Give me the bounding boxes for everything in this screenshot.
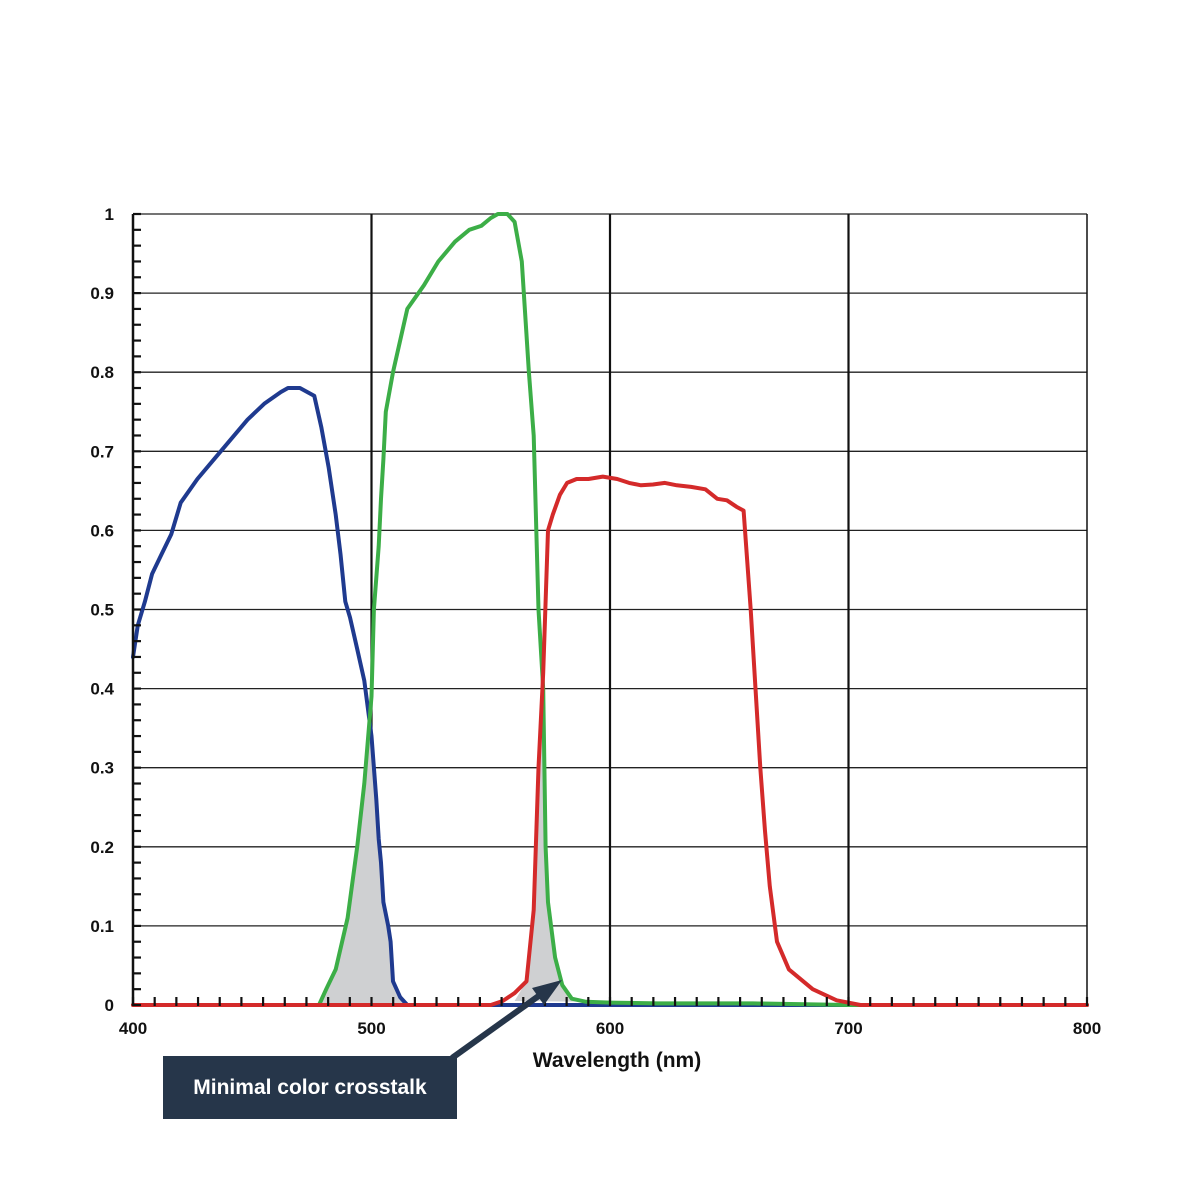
callout-arrow bbox=[450, 980, 562, 1061]
x-tick-label: 700 bbox=[834, 1019, 862, 1038]
y-tick-label: 0 bbox=[105, 996, 114, 1015]
arrow-head bbox=[532, 980, 562, 1005]
blue-channel-curve bbox=[131, 386, 1089, 1007]
x-tick-label: 600 bbox=[596, 1019, 624, 1038]
crosstalk-overlap-area bbox=[514, 688, 587, 1002]
arrow-shaft bbox=[450, 992, 542, 1061]
red-channel-curve bbox=[131, 474, 1089, 1007]
y-tick-label: 0.8 bbox=[90, 363, 114, 382]
y-tick-label: 1 bbox=[105, 205, 114, 224]
y-tick-label: 0.7 bbox=[90, 442, 114, 461]
crosstalk-overlap-area bbox=[319, 736, 408, 1005]
y-tick-label: 0.6 bbox=[90, 521, 114, 540]
x-tick-label: 800 bbox=[1073, 1019, 1101, 1038]
callout-label: Minimal color crosstalk bbox=[193, 1075, 427, 1099]
grid bbox=[133, 213, 1088, 1005]
green-channel-curve bbox=[131, 212, 1089, 1007]
y-tick-label: 0.1 bbox=[90, 917, 114, 936]
y-tick-label: 0.5 bbox=[90, 601, 114, 620]
crosstalk-callout: Minimal color crosstalk bbox=[163, 1056, 457, 1119]
y-tick-label: 0.3 bbox=[90, 759, 114, 778]
y-tick-label: 0.9 bbox=[90, 284, 114, 303]
x-tick-label: 400 bbox=[119, 1019, 147, 1038]
axes: 0 0.1 0.2 0.3 0.4 0.5 0.6 0.7 0.8 0.9 1 400 500 600 70… bbox=[90, 205, 1101, 1038]
y-tick-label: 0.4 bbox=[90, 680, 114, 699]
y-tick-label: 0.2 bbox=[90, 838, 114, 857]
x-axis-title: Wavelength (nm) bbox=[533, 1049, 701, 1072]
series-lines bbox=[131, 212, 1089, 1007]
x-tick-label: 500 bbox=[357, 1019, 385, 1038]
